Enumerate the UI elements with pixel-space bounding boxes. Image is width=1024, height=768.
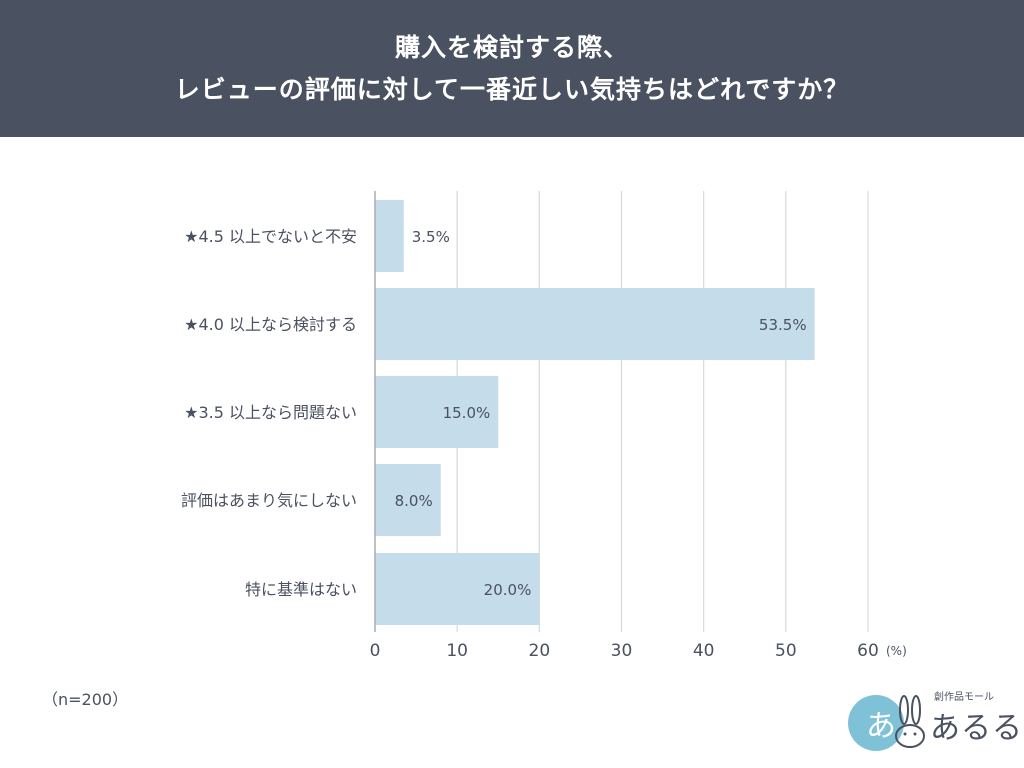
x-tick-label: 30 (611, 641, 633, 661)
bar (375, 288, 815, 360)
title-banner: 購入を検討する際、 レビューの評価に対して一番近しい気持ちはどれですか？ (0, 0, 1024, 137)
rabbit-icon (895, 695, 925, 748)
data-label: 53.5% (759, 316, 807, 334)
data-label: 3.5% (412, 228, 450, 246)
category-label: ★4.0 以上なら検討する (184, 315, 357, 334)
brand-logo: あ (848, 695, 925, 751)
brand-circle-letter: あ (866, 709, 896, 744)
x-tick-label: 0 (370, 641, 381, 661)
bar (375, 376, 499, 448)
bar (375, 200, 404, 272)
x-tick-label: 20 (529, 641, 551, 661)
x-tick-label: 60 (857, 641, 879, 661)
bar (375, 553, 540, 625)
category-label: 評価はあまり気にしない (181, 491, 357, 510)
data-label: 15.0% (443, 404, 491, 422)
category-label: 特に基準はない (245, 580, 357, 599)
category-label: ★3.5 以上なら問題ない (184, 403, 357, 422)
brand-circle-icon (848, 695, 904, 751)
category-label: ★4.5 以上でないと不安 (184, 227, 357, 246)
x-tick-label: 10 (446, 641, 468, 661)
x-tick-label: 40 (693, 641, 715, 661)
page-title-line-1: 購入を検討する際、 (394, 32, 629, 62)
bar (375, 464, 441, 536)
sample-size-note: （n=200） (42, 690, 129, 709)
brand-tagline: 創作品モール (934, 692, 994, 703)
data-label: 20.0% (484, 581, 532, 599)
x-tick-label: 50 (775, 641, 797, 661)
brand-name: あるる (930, 711, 1023, 746)
horizontal-bar-chart: ★4.5 以上でないと不安 ★4.0 以上なら検討する ★3.5 以上なら問題ない評… (181, 191, 907, 661)
page-title-line-2: レビューの評価に対して一番近しい気持ちはどれですか？ (174, 74, 850, 104)
data-label: 8.0% (395, 492, 433, 510)
x-axis-unit: (%) (886, 644, 907, 658)
